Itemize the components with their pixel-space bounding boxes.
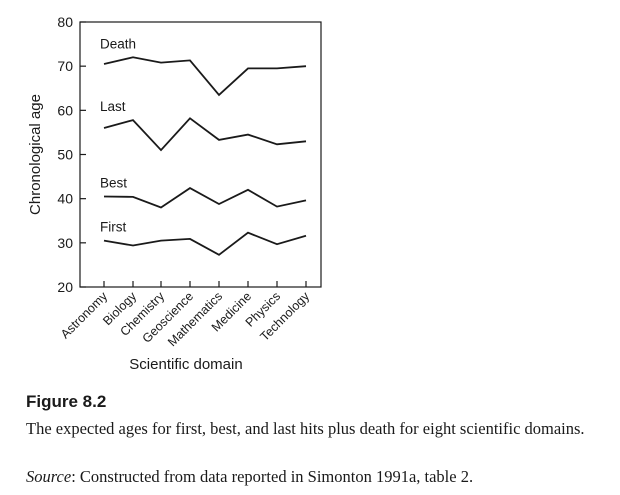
source-text: : Constructed from data reported in Simo… [71, 467, 474, 486]
y-tick-label: 60 [57, 102, 73, 118]
x-axis: AstronomyBiologyChemistryGeoscienceMathe… [58, 281, 313, 349]
y-tick-label: 80 [57, 14, 73, 30]
series-line-death [103, 56, 307, 97]
y-tick-label: 50 [57, 147, 73, 163]
x-axis-title: Scientific domain [129, 356, 242, 373]
y-axis: 20 30 40 50 60 70 80 [57, 14, 86, 295]
series-label-last: Last [100, 99, 126, 114]
y-tick-label: 70 [57, 58, 73, 74]
source-label: Source [26, 467, 72, 486]
series-line-last [103, 117, 307, 152]
figure-source: Source: Constructed from data reported i… [26, 466, 606, 488]
series-line-best [103, 187, 307, 209]
figure-description: The expected ages for first, best, and l… [26, 419, 585, 438]
y-tick-label: 40 [57, 191, 73, 207]
series-line-first [103, 231, 307, 256]
y-tick-label: 20 [57, 279, 73, 295]
line-chart: 20 30 40 50 60 70 80 AstronomyBiologyChemistry… [27, 14, 322, 373]
series-label-death: Death [100, 36, 136, 51]
series-lines [103, 56, 307, 256]
series-labels: Death Last Best First [100, 36, 136, 234]
series-label-first: First [100, 220, 126, 235]
figure-label: Figure 8.2 [26, 392, 107, 411]
y-axis-title: Chronological age [27, 94, 44, 215]
y-tick-label: 30 [57, 235, 73, 251]
series-label-best: Best [100, 176, 127, 191]
